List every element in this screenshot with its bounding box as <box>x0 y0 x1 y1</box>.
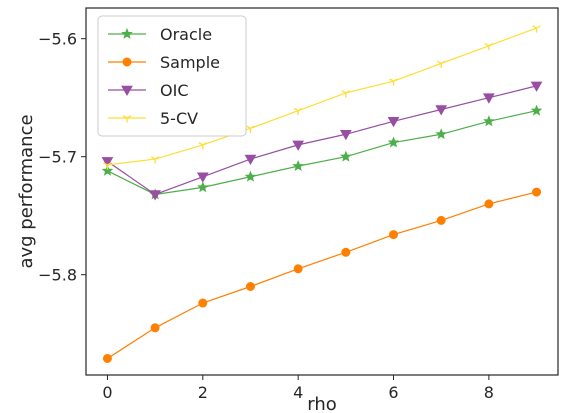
data-point-sample <box>532 187 542 197</box>
legend-marker <box>122 57 132 67</box>
data-point-sample <box>102 353 112 363</box>
data-point-oracle <box>530 104 543 116</box>
x-tick-label: 2 <box>198 383 208 402</box>
data-point-oracle <box>292 160 304 172</box>
series-oic <box>101 81 543 201</box>
x-axis: 0 2 4 6 8 <box>102 375 494 402</box>
legend-label: 5-CV <box>160 109 198 128</box>
data-point-oic <box>530 81 543 92</box>
data-point-oic <box>292 140 305 151</box>
data-point-5-cv <box>532 25 541 33</box>
data-point-5-cv <box>389 78 398 86</box>
data-point-oic <box>339 130 352 141</box>
legend: Oracle Sample OIC 5-CV <box>97 15 247 137</box>
y-tick-label: −5.7 <box>38 148 77 167</box>
data-point-oracle <box>435 128 447 140</box>
data-point-sample <box>341 247 351 257</box>
data-point-sample <box>484 199 494 209</box>
data-point-5-cv <box>436 60 446 68</box>
legend-item-5-cv: 5-CV <box>108 109 198 128</box>
data-point-5-cv <box>198 142 208 150</box>
series-oracle <box>101 104 543 200</box>
x-tick-label: 8 <box>484 383 494 402</box>
series-line-oic <box>107 85 537 196</box>
data-point-oic <box>244 154 257 166</box>
data-point-sample <box>293 264 303 274</box>
data-point-oic <box>149 190 161 201</box>
data-point-5-cv <box>103 162 112 170</box>
data-point-sample <box>150 323 160 333</box>
y-tick-label: −5.6 <box>38 30 77 49</box>
series-line-oracle <box>107 110 537 196</box>
data-point-sample <box>436 215 446 225</box>
data-point-oracle <box>101 164 114 176</box>
series-line-5-cv <box>107 27 537 166</box>
data-point-oracle <box>387 136 400 148</box>
data-point-oic <box>435 105 448 116</box>
data-point-sample <box>389 230 399 240</box>
legend-marker <box>121 27 133 39</box>
x-tick-label: 4 <box>293 383 303 402</box>
series-line-sample <box>107 191 537 359</box>
x-axis-title: rho <box>307 394 337 413</box>
x-tick-label: 0 <box>102 383 112 402</box>
data-point-oracle <box>244 170 257 182</box>
legend-marker <box>122 115 132 123</box>
legend-label: Oracle <box>160 25 212 44</box>
legend-item-oracle: Oracle <box>108 25 212 44</box>
data-point-oic <box>483 93 495 104</box>
data-point-oracle <box>340 150 352 162</box>
legend-item-sample: Sample <box>108 53 220 72</box>
y-axis-title: avg performance <box>16 114 37 268</box>
data-point-oic <box>387 117 400 128</box>
data-point-5-cv <box>150 156 160 164</box>
series-layer <box>101 25 543 363</box>
legend-box <box>97 15 247 137</box>
data-point-5-cv <box>246 125 255 133</box>
data-point-oic <box>196 172 209 183</box>
data-point-oracle <box>197 181 209 193</box>
x-tick-label: 6 <box>388 383 398 402</box>
data-point-oic <box>101 157 114 168</box>
legend-label: Sample <box>160 53 220 72</box>
legend-item-oic: OIC <box>108 81 188 100</box>
legend-label: OIC <box>160 81 188 100</box>
data-point-sample <box>198 298 208 308</box>
data-point-sample <box>245 281 255 291</box>
data-point-oracle <box>483 115 495 127</box>
y-tick-label: −5.8 <box>38 266 77 285</box>
series-sample <box>102 187 542 363</box>
data-point-5-cv <box>293 107 303 116</box>
series-5-cv <box>103 25 541 170</box>
legend-marker <box>121 85 133 97</box>
y-axis: −5.6 −5.7 −5.8 <box>38 30 86 285</box>
data-point-5-cv <box>341 90 351 98</box>
data-point-5-cv <box>484 42 494 51</box>
